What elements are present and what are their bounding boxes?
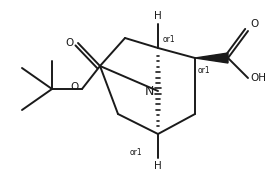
Text: O: O <box>250 19 258 29</box>
Text: H: H <box>154 161 162 171</box>
Text: O: O <box>66 38 74 48</box>
Text: or1: or1 <box>163 35 176 44</box>
Text: or1: or1 <box>130 148 143 157</box>
Polygon shape <box>195 53 228 63</box>
Text: N: N <box>145 84 154 97</box>
Text: H: H <box>154 11 162 21</box>
Text: or1: or1 <box>198 66 211 75</box>
Text: O: O <box>71 82 79 92</box>
Text: OH: OH <box>250 73 266 83</box>
